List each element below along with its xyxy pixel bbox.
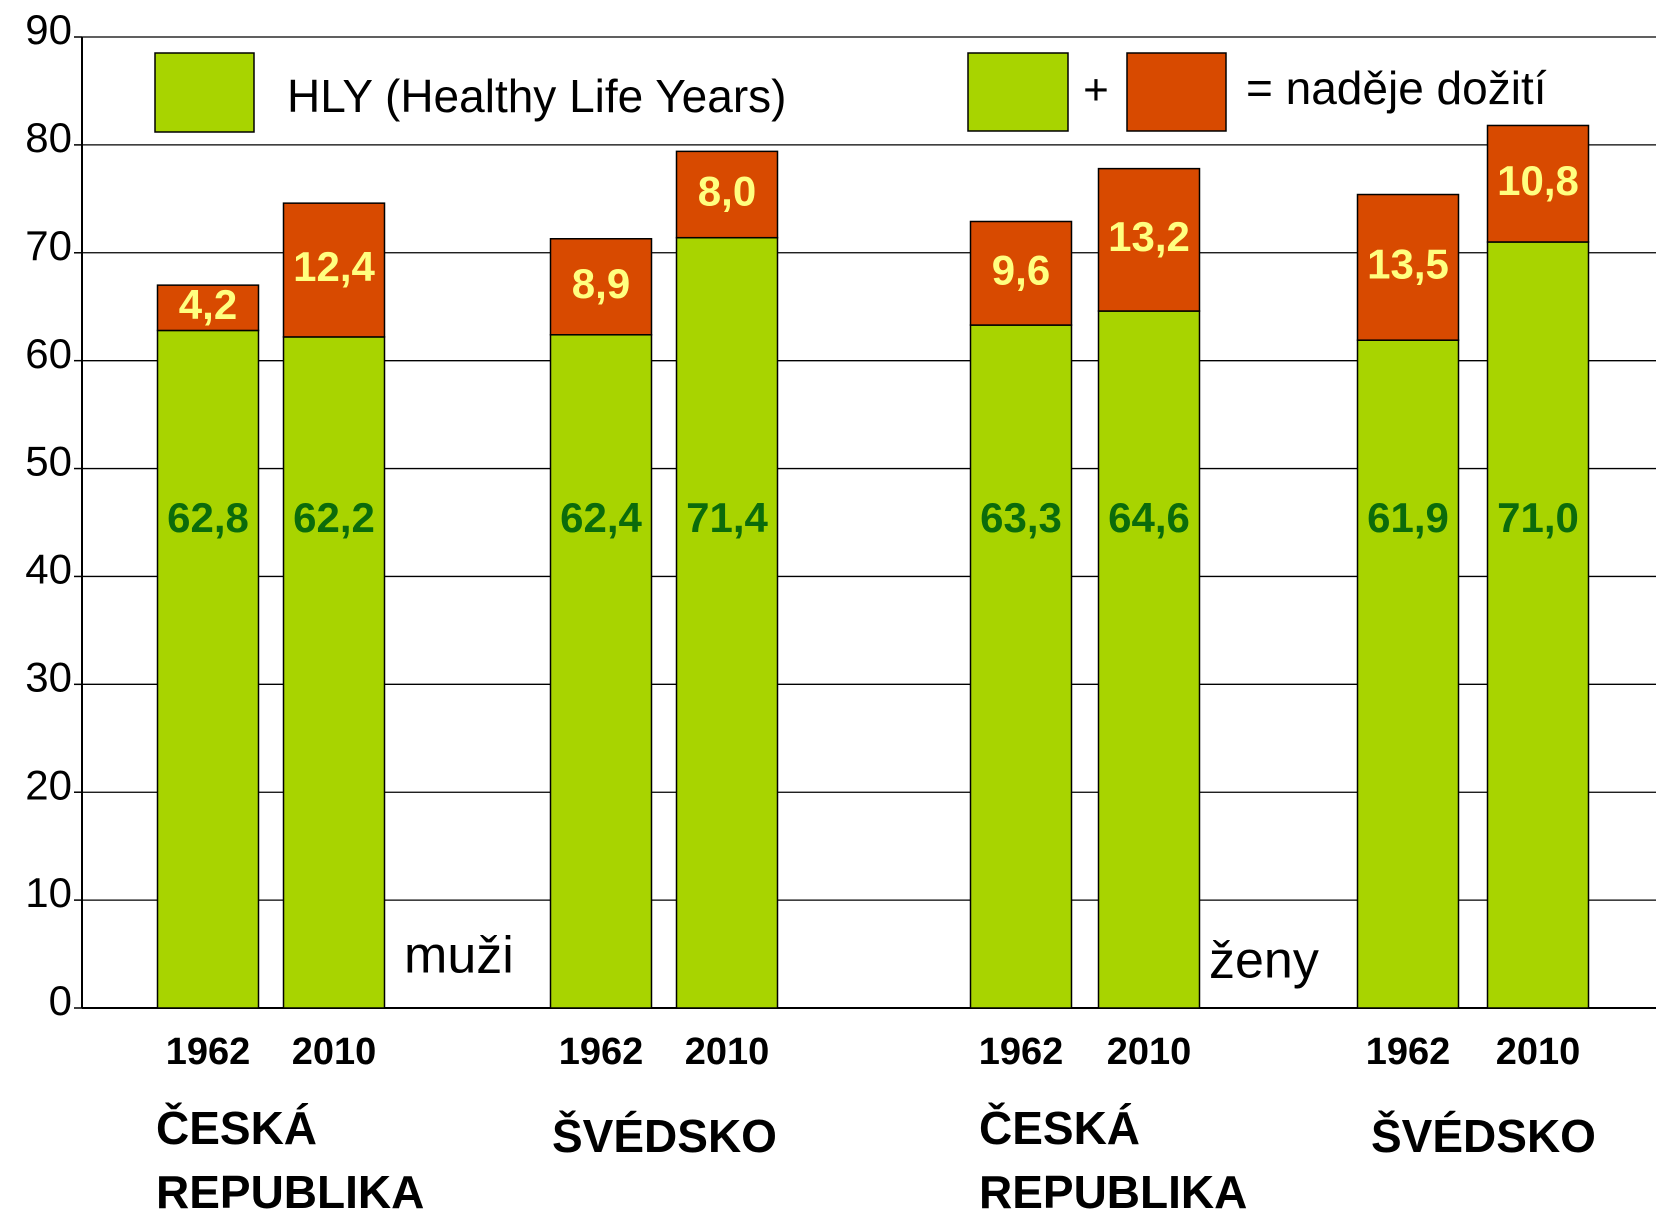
y-tick-label: 70 [25,222,72,269]
x-tick-label: 2010 [685,1031,770,1073]
bar-segment [1486,124,1590,243]
y-tick-label: 90 [25,6,72,53]
value-label: 12,4 [293,243,375,290]
bar-segment [969,324,1073,1009]
bar-segment [156,284,260,332]
bar-segment [1356,193,1460,341]
bar-segment [549,238,653,336]
y-tick-label: 60 [25,330,72,377]
annotation: muži [404,927,514,985]
group-label: REPUBLIKA [979,1166,1247,1218]
value-label: 9,6 [992,246,1050,293]
y-tick-label: 10 [25,869,72,916]
bar-segment [549,334,653,1009]
bar-segment [1486,241,1590,1009]
y-tick-label: 40 [25,546,72,593]
legend-label: + [1083,66,1109,115]
value-label: 71,4 [686,494,768,541]
bar-segment [1356,339,1460,1009]
value-label: 62,4 [560,494,642,541]
x-tick-label: 1962 [166,1031,251,1073]
value-label: 13,2 [1108,213,1190,260]
value-label: 62,8 [167,494,249,541]
legend-swatch [154,52,255,133]
bar-segment [969,220,1073,326]
y-tick-label: 50 [25,438,72,485]
x-tick-label: 2010 [1107,1031,1192,1073]
x-tick-label: 1962 [559,1031,644,1073]
bar-segment [156,329,260,1009]
value-label: 10,8 [1497,157,1579,204]
group-label: ŠVÉDSKO [552,1110,777,1162]
y-tick-label: 80 [25,114,72,161]
y-tick-label: 30 [25,653,72,700]
x-tick-label: 2010 [292,1031,377,1073]
group-label: ČESKÁ [979,1102,1140,1154]
value-label: 8,9 [572,260,630,307]
bar-segment [1097,167,1201,312]
annotation: ženy [1209,932,1319,990]
legend-label: HLY (Healthy Life Years) [287,70,786,122]
y-tick-label: 0 [49,977,72,1024]
bar-segment [282,202,386,338]
group-label: ČESKÁ [156,1102,317,1154]
group-label: ŠVÉDSKO [1371,1110,1596,1162]
legend-swatch [1126,52,1227,132]
legend-swatch [967,52,1069,132]
value-label: 71,0 [1497,494,1579,541]
x-tick-label: 1962 [979,1031,1064,1073]
legend-label: = naděje dožití [1246,62,1547,114]
value-label: 62,2 [293,494,375,541]
bar-segment [1097,310,1201,1009]
x-tick-label: 2010 [1496,1031,1581,1073]
bar-segment [675,150,779,239]
value-label: 8,0 [698,168,756,215]
x-tick-label: 1962 [1366,1031,1451,1073]
bar-segment [675,236,779,1009]
value-label: 13,5 [1367,240,1449,287]
y-tick-label: 20 [25,761,72,808]
group-label: REPUBLIKA [156,1166,424,1218]
value-label: 4,2 [179,281,237,328]
bar-segment [282,336,386,1009]
value-label: 61,9 [1367,494,1449,541]
value-label: 63,3 [980,494,1062,541]
value-label: 64,6 [1108,494,1190,541]
